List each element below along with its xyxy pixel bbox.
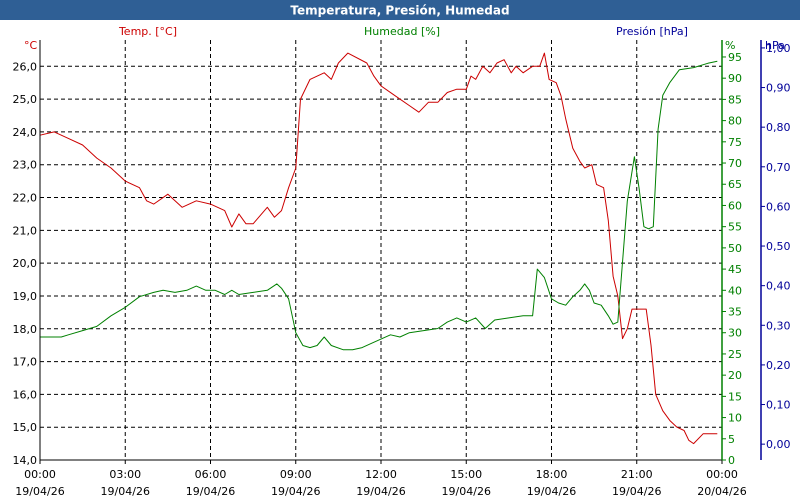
- temperature-tick-label: 20,0: [13, 257, 38, 270]
- tick-labels: 14,0 15,0 16,0 17,0 18,0 19,0 20,0 21,0 22,0 23,0…: [13, 42, 791, 498]
- chart-title: Temperatura, Presión, Humedad: [290, 4, 509, 18]
- pressure-tick-label: 0,20: [766, 359, 791, 372]
- humidity-tick-label: 55: [728, 221, 742, 234]
- x-tick-time-label: 00:00: [706, 468, 738, 481]
- pressure-tick-label: 0,90: [766, 82, 791, 95]
- humidity-tick-label: 80: [728, 115, 742, 128]
- pressure-tick-label: 0,70: [766, 161, 791, 174]
- humidity-series-line: [40, 60, 718, 351]
- legend-pressure: Presión [hPa]: [616, 25, 688, 38]
- temperature-series-line: [39, 52, 718, 445]
- x-tick-time-label: 03:00: [109, 468, 141, 481]
- humidity-tick-label: 5: [728, 433, 735, 446]
- temperature-tick-label: 19,0: [13, 290, 38, 303]
- x-tick-time-label: 12:00: [365, 468, 397, 481]
- series-layer: [39, 52, 718, 445]
- temperature-tick-label: 26,0: [13, 60, 38, 73]
- pressure-tick-label: 0,60: [766, 200, 791, 213]
- humidity-tick-label: 75: [728, 136, 742, 149]
- x-tick-time-label: 15:00: [450, 468, 482, 481]
- pressure-axis-unit: hPa: [765, 39, 785, 52]
- humidity-tick-label: 60: [728, 199, 742, 212]
- x-tick-date-label: 19/04/26: [527, 485, 576, 498]
- title-bar: [0, 0, 800, 20]
- humidity-tick-label: 50: [728, 242, 742, 255]
- pressure-tick-label: 0,50: [766, 240, 791, 253]
- pressure-tick-label: 0,40: [766, 280, 791, 293]
- humidity-tick-label: 95: [728, 51, 742, 64]
- pressure-tick-label: 0,10: [766, 399, 791, 412]
- x-tick-time-label: 00:00: [24, 468, 56, 481]
- x-tick-date-label: 19/04/26: [271, 485, 320, 498]
- humidity-tick-label: 0: [728, 454, 735, 467]
- humidity-tick-label: 35: [728, 306, 742, 319]
- temperature-tick-label: 18,0: [13, 323, 38, 336]
- temperature-tick-label: 16,0: [13, 388, 38, 401]
- legend-humidity: Humedad [%]: [364, 25, 440, 38]
- humidity-tick-label: 45: [728, 263, 742, 276]
- x-tick-time-label: 06:00: [195, 468, 227, 481]
- humidity-tick-label: 40: [728, 284, 742, 297]
- humidity-axis-unit: %: [725, 39, 735, 52]
- temperature-tick-label: 21,0: [13, 224, 38, 237]
- x-tick-date-label: 19/04/26: [612, 485, 661, 498]
- x-tick-date-label: 19/04/26: [356, 485, 405, 498]
- humidity-tick-label: 85: [728, 93, 742, 106]
- x-tick-date-label: 19/04/26: [101, 485, 150, 498]
- temperature-tick-label: 14,0: [13, 454, 38, 467]
- temperature-tick-label: 25,0: [13, 93, 38, 106]
- pressure-tick-label: 0,30: [766, 319, 791, 332]
- temperature-axis-unit: °C: [24, 39, 38, 52]
- pressure-tick-label: 0,80: [766, 121, 791, 134]
- pressure-tick-label: 1,00: [766, 42, 791, 55]
- temperature-tick-label: 17,0: [13, 356, 38, 369]
- x-tick-date-label: 20/04/26: [697, 485, 746, 498]
- x-tick-date-label: 19/04/26: [442, 485, 491, 498]
- humidity-tick-label: 65: [728, 178, 742, 191]
- humidity-tick-label: 25: [728, 348, 742, 361]
- humidity-tick-label: 90: [728, 72, 742, 85]
- temperature-tick-label: 23,0: [13, 159, 38, 172]
- humidity-tick-label: 20: [728, 369, 742, 382]
- pressure-tick-label: 0,00: [766, 438, 791, 451]
- temperature-tick-label: 15,0: [13, 421, 38, 434]
- grid: [40, 40, 722, 460]
- temperature-tick-label: 22,0: [13, 192, 38, 205]
- humidity-tick-label: 10: [728, 412, 742, 425]
- humidity-tick-label: 15: [728, 390, 742, 403]
- temperature-tick-label: 24,0: [13, 126, 38, 139]
- humidity-tick-label: 70: [728, 157, 742, 170]
- legend-temperature: Temp. [°C]: [118, 25, 177, 38]
- x-tick-time-label: 21:00: [621, 468, 653, 481]
- x-tick-date-label: 19/04/26: [15, 485, 64, 498]
- humidity-tick-label: 30: [728, 327, 742, 340]
- x-tick-time-label: 09:00: [280, 468, 312, 481]
- x-tick-date-label: 19/04/26: [186, 485, 235, 498]
- x-tick-time-label: 18:00: [536, 468, 568, 481]
